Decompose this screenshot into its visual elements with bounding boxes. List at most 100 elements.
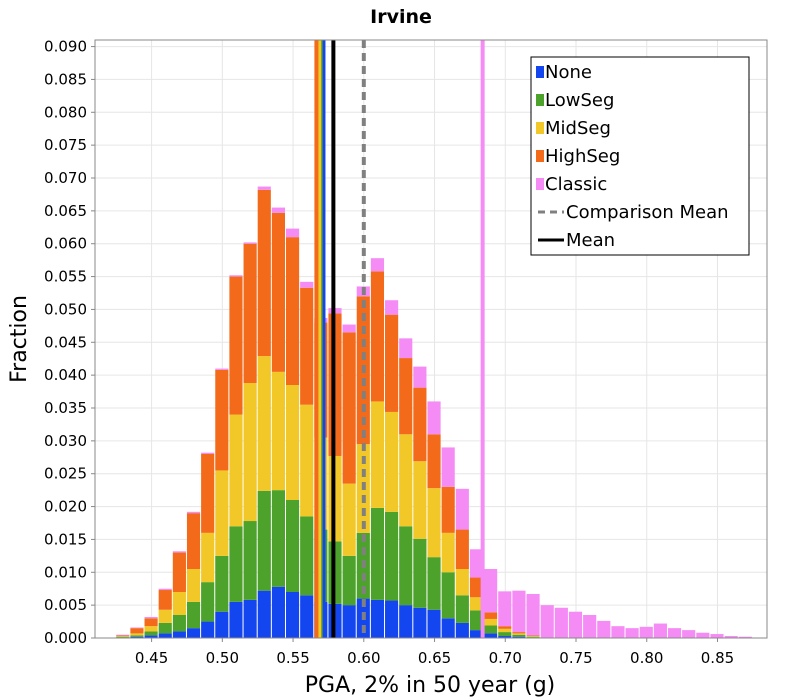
bar-lowseg [285, 500, 300, 592]
bar-highseg [116, 635, 130, 637]
bar-highseg [215, 369, 229, 471]
bar-lowseg [399, 526, 413, 606]
x-tick-label: 0.65 [418, 649, 451, 667]
bar-highseg [441, 486, 455, 533]
bar-midseg [469, 597, 484, 611]
bar-lowseg [498, 632, 512, 637]
y-tick-label: 0.050 [44, 300, 87, 318]
bar-lowseg [271, 490, 285, 587]
bar-lowseg [469, 610, 484, 631]
bar-none [512, 636, 526, 638]
bar-highseg [427, 434, 441, 489]
bar-highseg [186, 513, 201, 569]
bar-lowseg [201, 582, 215, 622]
bar-none [413, 607, 427, 638]
bar-classic [455, 488, 469, 530]
bar-lowseg [342, 555, 356, 606]
bar-highseg [285, 237, 300, 385]
bar-classic [724, 636, 738, 638]
bar-classic [370, 258, 385, 272]
legend-swatch-highseg [536, 150, 544, 162]
bar-lowseg [413, 538, 427, 608]
bar-midseg [243, 383, 257, 522]
bar-classic [300, 281, 314, 288]
bar-none [342, 605, 356, 638]
legend-label-lowseg: LowSeg [545, 90, 614, 111]
bar-classic [469, 549, 484, 578]
bar-none [484, 633, 498, 638]
bar-highseg [526, 635, 540, 637]
bar-classic [441, 447, 455, 487]
bar-classic [399, 338, 413, 359]
y-tick-label: 0.080 [44, 103, 87, 121]
bar-midseg [116, 636, 130, 637]
bar-highseg [172, 552, 186, 592]
bar-highseg [370, 271, 385, 402]
bar-classic [526, 593, 540, 636]
legend-label-mean: Mean [566, 230, 615, 251]
bar-highseg [158, 590, 172, 610]
bar-midseg [130, 633, 144, 636]
bar-midseg [342, 483, 356, 556]
bar-classic [413, 366, 427, 388]
bar-highseg [130, 628, 144, 634]
bar-midseg [229, 414, 243, 527]
bar-midseg [158, 609, 172, 623]
y-tick-label: 0.030 [44, 432, 87, 450]
bar-highseg [243, 243, 257, 384]
bar-highseg [201, 454, 215, 533]
bar-classic [653, 623, 667, 638]
bar-none [144, 635, 158, 638]
bar-none [271, 586, 285, 638]
bar-highseg [271, 212, 285, 372]
bar-highseg [484, 612, 498, 619]
bar-midseg [300, 404, 314, 517]
x-tick-label: 0.70 [489, 649, 522, 667]
bar-classic [738, 636, 752, 638]
x-tick-label: 0.55 [276, 649, 309, 667]
bar-lowseg [229, 526, 243, 602]
bar-midseg [441, 532, 455, 573]
bar-lowseg [484, 625, 498, 634]
legend-label-midseg: MidSeg [545, 118, 611, 139]
y-tick-label: 0.005 [44, 596, 87, 614]
bar-midseg [285, 385, 300, 500]
bar-midseg [172, 592, 186, 615]
bar-classic [540, 605, 554, 638]
bar-highseg [342, 332, 356, 484]
bar-none [455, 622, 469, 638]
bar-lowseg [158, 622, 172, 634]
bar-none [130, 636, 144, 638]
bar-classic [342, 324, 356, 333]
bar-classic [597, 620, 611, 638]
bar-highseg [455, 529, 469, 569]
legend-label-classic: Classic [545, 174, 607, 195]
bar-classic [568, 611, 583, 638]
bar-classic [186, 511, 201, 514]
bar-lowseg [526, 636, 540, 638]
legend-label-comparison-mean: Comparison Mean [566, 202, 729, 223]
bar-midseg [186, 569, 201, 602]
bar-midseg [427, 488, 441, 558]
y-tick-label: 0.090 [44, 38, 87, 56]
bar-classic [229, 275, 243, 277]
bar-classic [201, 452, 215, 454]
bar-highseg [413, 387, 427, 462]
x-tick-label: 0.80 [630, 649, 663, 667]
bar-classic [144, 616, 158, 619]
legend-box [530, 56, 750, 256]
bar-lowseg [172, 615, 186, 632]
bar-classic [243, 242, 257, 244]
bar-classic [158, 588, 172, 591]
bar-none [158, 633, 172, 638]
y-tick-label: 0.020 [44, 498, 87, 516]
bar-classic [667, 628, 682, 638]
y-axis-label: Fraction [7, 295, 32, 383]
chart-title: Irvine [370, 6, 432, 28]
bar-none [243, 599, 257, 638]
bar-midseg [271, 371, 285, 491]
y-tick-label: 0.055 [44, 268, 87, 286]
bar-classic [625, 628, 639, 638]
bar-classic [130, 627, 144, 629]
